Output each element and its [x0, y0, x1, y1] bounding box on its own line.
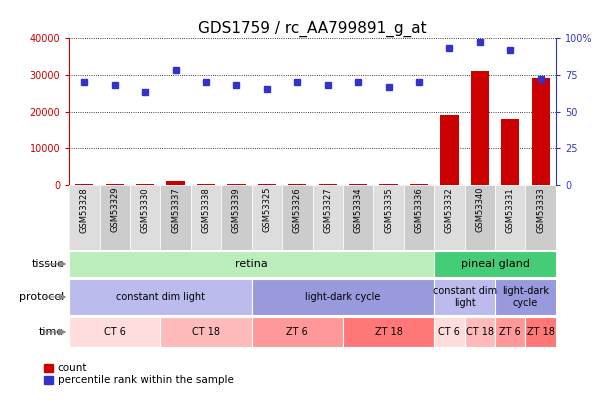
Bar — [69, 251, 435, 277]
Text: CT 18: CT 18 — [466, 327, 494, 337]
Text: GSM53338: GSM53338 — [201, 187, 210, 233]
Bar — [501, 119, 519, 185]
Text: GSM53328: GSM53328 — [80, 187, 89, 232]
Bar — [69, 317, 160, 347]
Bar — [465, 317, 495, 347]
Text: constant dim light: constant dim light — [116, 292, 205, 302]
Bar — [166, 181, 185, 185]
Text: GSM53333: GSM53333 — [536, 187, 545, 233]
Bar — [441, 115, 459, 185]
Text: GSM53329: GSM53329 — [110, 187, 119, 232]
Bar — [495, 185, 525, 250]
Bar — [410, 183, 428, 185]
Text: GSM53327: GSM53327 — [323, 187, 332, 232]
Bar — [252, 185, 282, 250]
Bar — [495, 317, 525, 347]
Bar — [282, 185, 313, 250]
Text: pineal gland: pineal gland — [460, 259, 529, 269]
Text: ZT 18: ZT 18 — [526, 327, 555, 337]
Bar — [404, 185, 435, 250]
Bar — [160, 317, 252, 347]
Text: ZT 18: ZT 18 — [374, 327, 403, 337]
Bar — [252, 279, 435, 315]
Legend: count, percentile rank within the sample: count, percentile rank within the sample — [44, 363, 234, 385]
Bar — [435, 251, 556, 277]
Bar — [343, 185, 373, 250]
Text: GSM53326: GSM53326 — [293, 187, 302, 232]
Bar — [434, 185, 465, 250]
Text: GSM53332: GSM53332 — [445, 187, 454, 232]
Text: light-dark cycle: light-dark cycle — [305, 292, 380, 302]
Text: retina: retina — [236, 259, 268, 269]
Bar — [252, 317, 343, 347]
Bar — [69, 279, 252, 315]
Bar — [343, 317, 435, 347]
Bar — [532, 79, 550, 185]
Text: GSM53339: GSM53339 — [232, 187, 241, 232]
Text: time: time — [39, 327, 64, 337]
Bar — [435, 279, 495, 315]
Bar — [75, 183, 94, 185]
Bar — [349, 183, 367, 185]
Bar — [525, 185, 556, 250]
Text: GSM53334: GSM53334 — [353, 187, 362, 232]
Text: GSM53337: GSM53337 — [171, 187, 180, 233]
Text: GSM53330: GSM53330 — [141, 187, 150, 232]
Bar — [100, 185, 130, 250]
Bar — [136, 183, 154, 185]
Text: light-dark
cycle: light-dark cycle — [502, 286, 549, 308]
Bar — [465, 185, 495, 250]
Bar — [495, 279, 556, 315]
Text: CT 18: CT 18 — [192, 327, 220, 337]
Bar — [288, 183, 307, 185]
Text: GSM53336: GSM53336 — [415, 187, 424, 233]
Text: GSM53335: GSM53335 — [384, 187, 393, 232]
Text: constant dim
light: constant dim light — [433, 286, 496, 308]
Bar — [197, 183, 215, 185]
Text: protocol: protocol — [19, 292, 64, 302]
Text: tissue: tissue — [31, 259, 64, 269]
Text: ZT 6: ZT 6 — [499, 327, 521, 337]
Bar — [379, 183, 398, 185]
Bar — [319, 183, 337, 185]
Bar — [373, 185, 404, 250]
Bar — [525, 317, 556, 347]
Bar — [313, 185, 343, 250]
Bar — [191, 185, 221, 250]
Text: GSM53331: GSM53331 — [506, 187, 515, 232]
Text: ZT 6: ZT 6 — [287, 327, 308, 337]
Bar — [130, 185, 160, 250]
Bar — [221, 185, 252, 250]
Bar — [69, 185, 100, 250]
Bar — [106, 183, 124, 185]
Text: CT 6: CT 6 — [104, 327, 126, 337]
Bar — [258, 183, 276, 185]
Text: GSM53325: GSM53325 — [263, 187, 272, 232]
Bar — [160, 185, 191, 250]
Text: GSM53340: GSM53340 — [475, 187, 484, 232]
Bar — [435, 317, 465, 347]
Bar — [471, 71, 489, 185]
Title: GDS1759 / rc_AA799891_g_at: GDS1759 / rc_AA799891_g_at — [198, 20, 427, 36]
Bar — [227, 183, 246, 185]
Text: CT 6: CT 6 — [439, 327, 460, 337]
